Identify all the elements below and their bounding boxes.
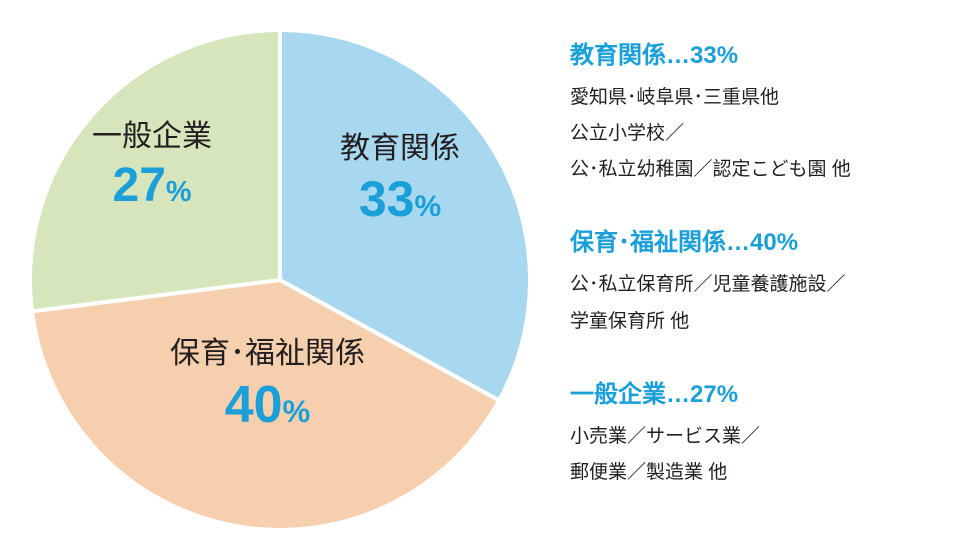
legend: 教育関係…33% 愛知県･岐阜県･三重県他 公立小学校／ 公･私立幼稚園／認定こど… [560, 5, 980, 555]
percent-sign: % [283, 394, 311, 429]
slice-value-number: 33 [359, 171, 415, 227]
legend-block: 保育･福祉関係…40% 公･私立保育所／児童養護施設／ 学童保育所 他 [570, 222, 960, 339]
slice-value-number: 40 [225, 376, 283, 434]
slice-name: 保育･福祉関係 [170, 335, 365, 373]
legend-detail: 小売業／サービス業／ 郵便業／製造業 他 [570, 419, 960, 491]
slice-name: 一般企業 [92, 118, 212, 156]
legend-title: 保育･福祉関係…40% [570, 222, 960, 257]
percent-sign: % [166, 176, 192, 208]
legend-block: 教育関係…33% 愛知県･岐阜県･三重県他 公立小学校／ 公･私立幼稚園／認定こど… [570, 35, 960, 188]
legend-detail: 愛知県･岐阜県･三重県他 公立小学校／ 公･私立幼稚園／認定こども園 他 [570, 80, 960, 188]
slice-value: 27% [92, 156, 212, 216]
slice-label: 一般企業27% [92, 118, 212, 216]
legend-title: 一般企業…27% [570, 374, 960, 409]
percent-sign: % [414, 190, 441, 223]
slice-label: 教育関係33% [340, 130, 460, 230]
slice-label: 保育･福祉関係40% [170, 335, 365, 438]
pie-chart-svg [20, 20, 540, 540]
slice-value-number: 27 [113, 159, 166, 212]
slice-name: 教育関係 [340, 130, 460, 168]
legend-title: 教育関係…33% [570, 35, 960, 70]
pie-chart-area: 教育関係33%保育･福祉関係40%一般企業27% [0, 0, 560, 560]
slice-value: 33% [340, 168, 460, 231]
legend-block: 一般企業…27% 小売業／サービス業／ 郵便業／製造業 他 [570, 374, 960, 491]
slice-value: 40% [170, 373, 365, 438]
legend-detail: 公･私立保育所／児童養護施設／ 学童保育所 他 [570, 267, 960, 339]
